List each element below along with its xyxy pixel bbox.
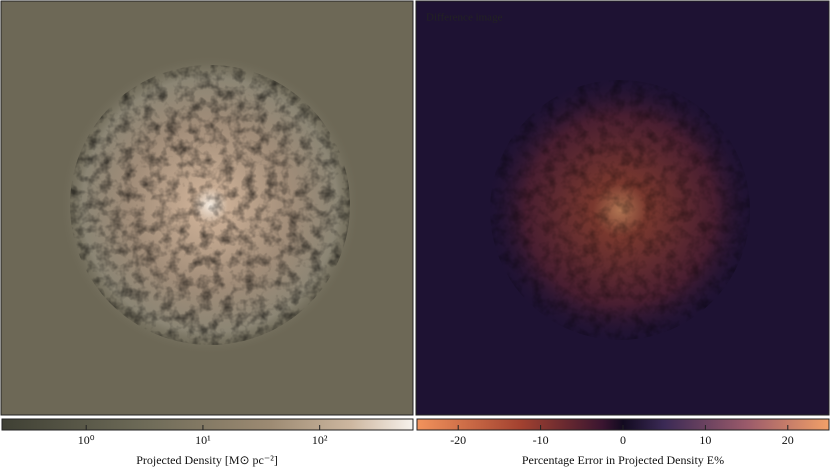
x-tick-label: 10 [699, 433, 711, 447]
x-tick-label: 20 [782, 433, 794, 447]
colorbar-label: Percentage Error in Projected Density E% [522, 453, 724, 467]
x-tick-label: 10¹ [195, 433, 211, 447]
density-image [0, 0, 414, 416]
x-tick-label: 10⁰ [78, 433, 95, 447]
x-tick-label: -10 [533, 433, 549, 447]
difference-image: Difference image [415, 0, 830, 416]
annotation: Difference image [426, 12, 503, 24]
colorbar [1, 418, 414, 431]
x-tick-label: 0 [620, 433, 626, 447]
colorbar-label: Projected Density [M⊙ pc⁻²] [136, 453, 278, 467]
x-tick-label: 10² [312, 433, 328, 447]
x-tick-label: -20 [450, 433, 466, 447]
